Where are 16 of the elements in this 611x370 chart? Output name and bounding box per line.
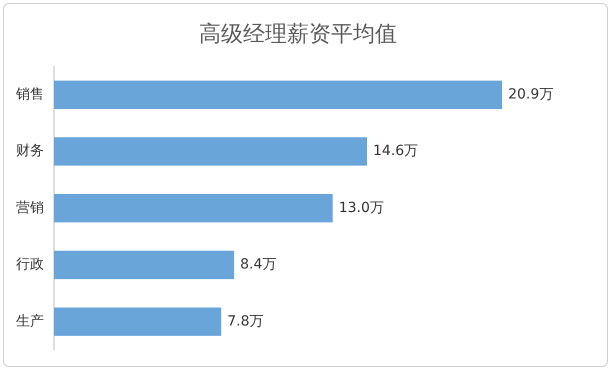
data-label: 14.6万 [373, 143, 418, 160]
y-tick-label: 生产 [16, 313, 44, 330]
y-tick-label: 销售 [15, 86, 44, 102]
y-tick-label: 营销 [16, 200, 44, 216]
bar [54, 137, 368, 166]
bar [54, 80, 502, 109]
data-label: 8.4万 [240, 256, 276, 273]
data-label: 20.9万 [508, 86, 554, 102]
bar [54, 194, 333, 222]
chart-title: 高级经理薪资平均值 [199, 22, 397, 47]
y-tick-label: 行政 [16, 256, 44, 273]
y-tick-label: 财务 [16, 143, 44, 160]
data-label: 13.0万 [338, 200, 384, 216]
bar [54, 250, 234, 280]
bar [54, 307, 222, 336]
data-label: 7.8万 [227, 313, 264, 330]
